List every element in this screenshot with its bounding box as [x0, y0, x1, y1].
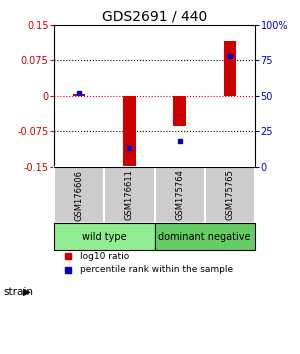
Text: log10 ratio: log10 ratio — [80, 252, 129, 261]
Text: wild type: wild type — [82, 232, 127, 241]
Title: GDS2691 / 440: GDS2691 / 440 — [102, 10, 207, 24]
Text: GSM176611: GSM176611 — [125, 170, 134, 221]
Bar — [154, 223, 255, 250]
Bar — [154, 167, 205, 223]
Bar — [73, 94, 85, 96]
Bar — [205, 167, 255, 223]
Bar — [224, 41, 236, 96]
Bar — [54, 167, 104, 223]
Bar — [123, 96, 136, 169]
Text: GSM175764: GSM175764 — [175, 170, 184, 221]
Bar — [54, 223, 154, 250]
Text: ▶: ▶ — [22, 287, 31, 297]
Bar — [104, 167, 154, 223]
Bar — [173, 96, 186, 126]
Text: percentile rank within the sample: percentile rank within the sample — [80, 265, 233, 274]
Text: GSM176606: GSM176606 — [75, 170, 84, 221]
Text: GSM175765: GSM175765 — [225, 170, 234, 221]
Text: strain: strain — [3, 287, 33, 297]
Text: dominant negative: dominant negative — [158, 232, 251, 241]
